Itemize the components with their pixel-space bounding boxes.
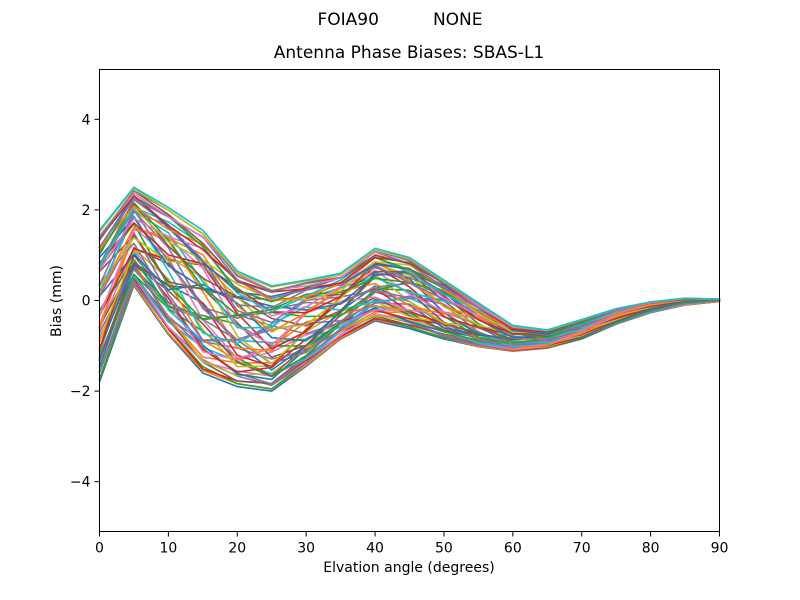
axes-title: Antenna Phase Biases: SBAS-L1 bbox=[273, 43, 545, 63]
x-tick-label: 0 bbox=[95, 541, 104, 557]
y-tick-label: 0 bbox=[82, 294, 91, 310]
x-tick-label: 70 bbox=[573, 541, 591, 557]
x-tick-label: 10 bbox=[159, 541, 177, 557]
y-tick-label: 2 bbox=[82, 203, 91, 219]
x-tick-label: 80 bbox=[642, 541, 660, 557]
x-tick-label: 50 bbox=[435, 541, 453, 557]
x-tick-label: 40 bbox=[366, 541, 384, 557]
x-tick-label: 90 bbox=[711, 541, 729, 557]
y-tick-label: −2 bbox=[70, 384, 91, 400]
x-tick-label: 20 bbox=[228, 541, 246, 557]
x-tick-label: 30 bbox=[297, 541, 315, 557]
figure-suptitle: FOIA90 NONE bbox=[317, 10, 483, 30]
y-tick-label: 4 bbox=[82, 112, 91, 128]
bias-curve bbox=[98, 217, 721, 334]
bias-curves bbox=[98, 186, 721, 392]
y-axis-label: Bias (mm) bbox=[49, 264, 65, 338]
y-tick-label: −4 bbox=[70, 475, 91, 491]
bias-curve bbox=[98, 186, 721, 331]
x-tick-label: 60 bbox=[504, 541, 522, 557]
x-axis-label: Elvation angle (degrees) bbox=[323, 560, 495, 576]
bias-curve bbox=[98, 226, 721, 335]
